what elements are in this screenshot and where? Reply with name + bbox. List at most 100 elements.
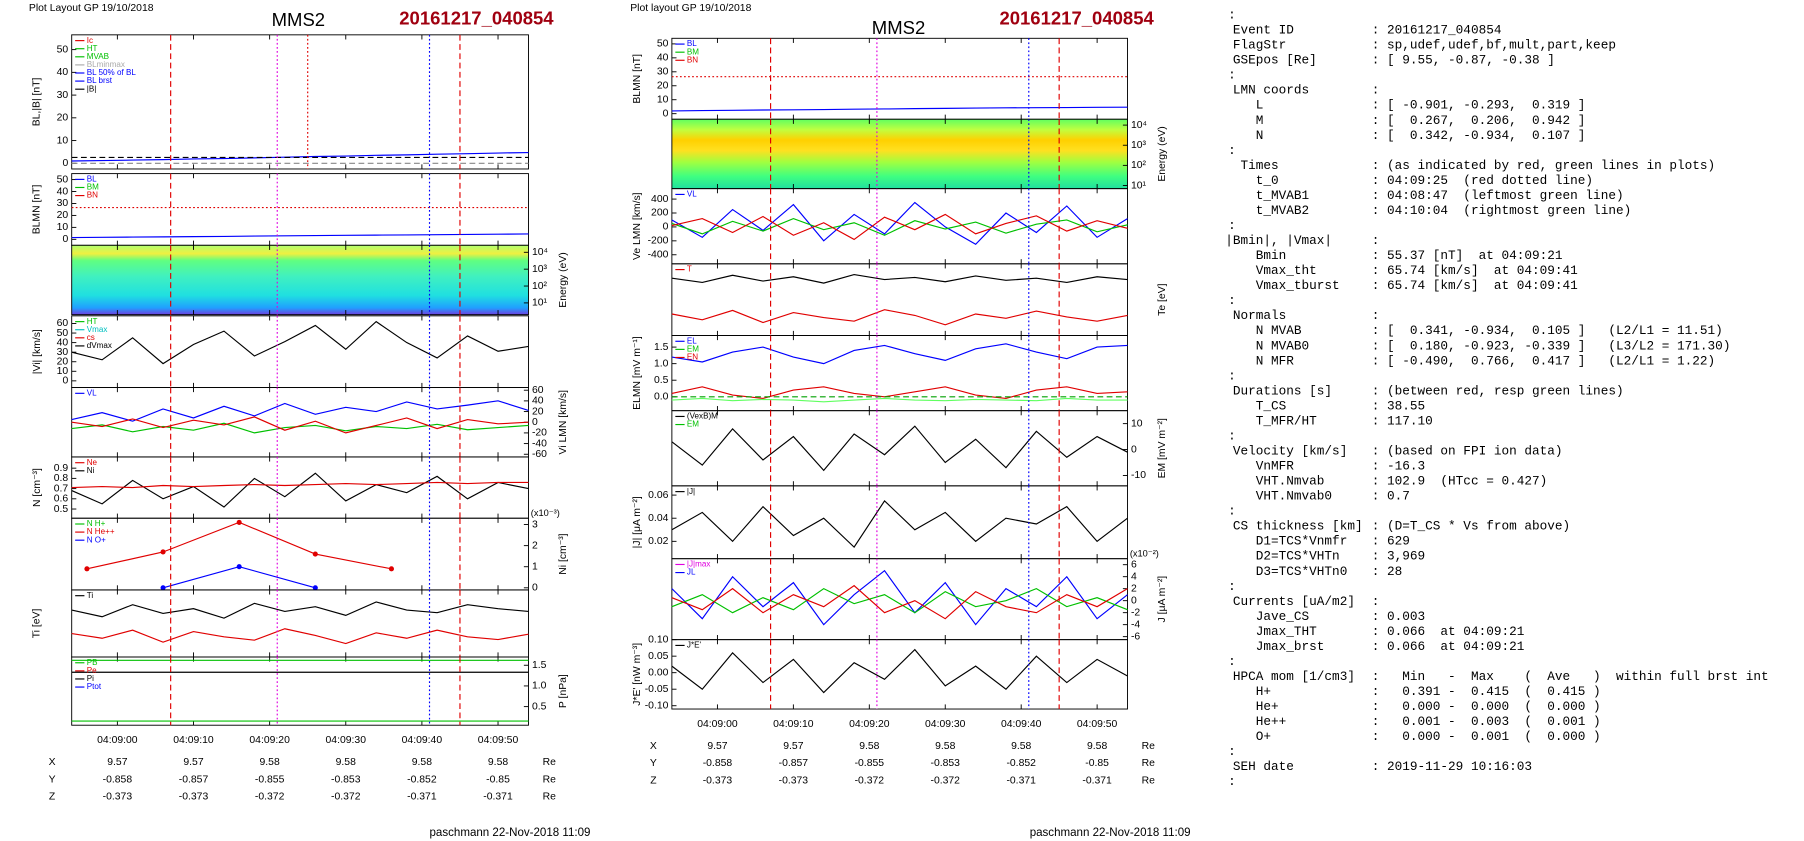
y-tick-label: 50 xyxy=(657,39,669,50)
y-tick-label: -400 xyxy=(648,250,669,261)
series-line xyxy=(671,343,1128,365)
y-tick-label: 10³ xyxy=(1131,140,1147,151)
info-value: : xyxy=(1228,368,1236,383)
x-tick-label: 04:09:50 xyxy=(478,735,519,746)
y-tick-label: 20 xyxy=(532,406,544,417)
info-key: T_CS xyxy=(1225,398,1286,413)
info-value: : 04:10:04 (rightmost green line) xyxy=(1372,203,1632,218)
y-tick-label: 0.5 xyxy=(654,375,669,386)
y-tick-label: 0 xyxy=(532,417,538,428)
y-tick-label: 0 xyxy=(663,108,669,119)
info-value: : xyxy=(1372,233,1380,248)
y-tick-label: 0.5 xyxy=(532,701,547,712)
legend-label: EL xyxy=(687,336,697,345)
info-value: : [ 0.180, -0.923, -0.339 ] (L3/L2 = 171… xyxy=(1372,338,1731,353)
info-value: : xyxy=(1228,68,1236,83)
info-key: Bmin xyxy=(1225,248,1286,263)
y-tick-label: -0.10 xyxy=(645,700,669,711)
panel-frame xyxy=(71,34,529,170)
legend-label: HT xyxy=(87,317,98,326)
y-axis-label: Energy (eV) xyxy=(1157,126,1168,181)
y-tick-label: 0.8 xyxy=(54,473,69,484)
y-axis-label: Ve LMN [km/s] xyxy=(632,192,643,260)
event-id: 20161217_040854 xyxy=(399,8,554,29)
info-value: : [ 0.342, -0.934, 0.107 ] xyxy=(1372,128,1586,143)
info-value: : xyxy=(1228,504,1236,519)
panel: Te [eV] T xyxy=(671,263,1168,336)
ephemeris-label: Y xyxy=(49,774,56,785)
ephemeris-value: 9.58 xyxy=(336,757,356,768)
y-tick-label: 10⁴ xyxy=(1131,120,1147,131)
panel: 0 1 2 3(x10⁻³) Ni [cm⁻³] N H+N He++N O+ xyxy=(71,508,569,594)
info-key: t_MVAB2 xyxy=(1225,203,1309,218)
y-tick-label: 10 xyxy=(57,366,69,377)
axis-multiplier: (x10⁻²) xyxy=(1130,549,1159,559)
ephemeris-value: 9.58 xyxy=(859,741,879,752)
y-tick-label: 0 xyxy=(62,158,68,169)
y-tick-label: 2 xyxy=(532,540,538,551)
ephemeris-unit: Re xyxy=(1142,741,1156,752)
info-key: L xyxy=(1225,98,1263,113)
plot-footer: paschmann 22-Nov-2018 11:09 xyxy=(430,827,591,839)
info-key: N MVAB0 xyxy=(1225,338,1309,353)
y-tick-label: 40 xyxy=(57,337,69,348)
legend-label: HT xyxy=(87,44,98,53)
ephemeris-value: -0.373 xyxy=(179,792,209,803)
y-tick-label: 20 xyxy=(57,113,69,124)
x-tick-label: 04:09:30 xyxy=(326,735,367,746)
series-line xyxy=(71,320,529,365)
x-tick-label: 04:09:40 xyxy=(402,735,443,746)
info-value: : 0.7 xyxy=(1372,489,1410,504)
series-line xyxy=(71,422,529,434)
x-tick-label: 04:09:00 xyxy=(97,735,138,746)
ephemeris-value: 9.57 xyxy=(183,757,203,768)
legend-label: BL xyxy=(87,175,97,184)
series-line xyxy=(671,273,1128,284)
y-tick-label: 30 xyxy=(57,198,69,209)
info-key: Jmax_brst xyxy=(1225,639,1324,654)
info-value: : (D=T_CS * Vs from above) xyxy=(1372,519,1570,534)
ephemeris-value: -0.371 xyxy=(407,792,437,803)
series-line xyxy=(71,400,529,422)
info-key: GSEpos [Re] xyxy=(1225,53,1317,68)
ephemeris-value: -0.852 xyxy=(407,774,437,785)
ephemeris-value: -0.372 xyxy=(931,775,961,786)
ephemeris-value: 9.58 xyxy=(260,757,280,768)
info-key: VnMFR xyxy=(1225,459,1294,474)
legend-label: JL xyxy=(687,568,696,577)
panel-frame xyxy=(71,656,529,726)
info-value: : (between red, resp green lines) xyxy=(1372,383,1624,398)
info-value: : xyxy=(1228,579,1236,594)
panel: 10¹ 10² 10³ 10⁴ Energy (eV) xyxy=(671,118,1168,191)
y-tick-label: 0.04 xyxy=(648,513,668,524)
x-tick-label: 04:09:50 xyxy=(1077,719,1118,730)
info-key: t_0 xyxy=(1225,173,1278,188)
legend-label: BL 50% of BL xyxy=(87,68,137,77)
info-key: SEH date xyxy=(1225,759,1294,774)
plot-title: MMS2 xyxy=(872,17,925,38)
y-tick-label: 1 xyxy=(532,561,538,572)
info-value: : [ 9.55, -0.87, -0.38 ] xyxy=(1372,53,1555,68)
y-axis-label: BL,|B| [nT] xyxy=(32,77,43,126)
x-tick-label: 04:09:20 xyxy=(849,719,890,730)
info-key: D2=TCS*VHTn xyxy=(1225,549,1340,564)
y-tick-label: 20 xyxy=(57,356,69,367)
ephemeris-label: X xyxy=(650,741,657,752)
y-axis-label: BLMN [nT] xyxy=(32,185,43,235)
info-value: : 04:09:25 (red dotted line) xyxy=(1372,173,1593,188)
info-value: : xyxy=(1228,428,1236,443)
series-line xyxy=(71,481,529,489)
ephemeris-value: -0.373 xyxy=(103,792,133,803)
y-tick-label: 400 xyxy=(651,194,669,205)
y-tick-label: 10² xyxy=(532,281,548,292)
panel: -400 -200 0 200 400 Ve LMN [km/s] VL xyxy=(632,188,1128,265)
y-tick-label: 0.02 xyxy=(648,536,668,547)
x-tick-label: 04:09:00 xyxy=(697,719,738,730)
y-axis-label: Ti [eV] xyxy=(32,609,43,639)
legend-label: |B| xyxy=(87,84,97,93)
info-key: t_MVAB1 xyxy=(1225,188,1309,203)
info-key: LMN coords xyxy=(1225,83,1309,98)
info-value: : 65.74 [km/s] at 04:09:41 xyxy=(1372,263,1578,278)
